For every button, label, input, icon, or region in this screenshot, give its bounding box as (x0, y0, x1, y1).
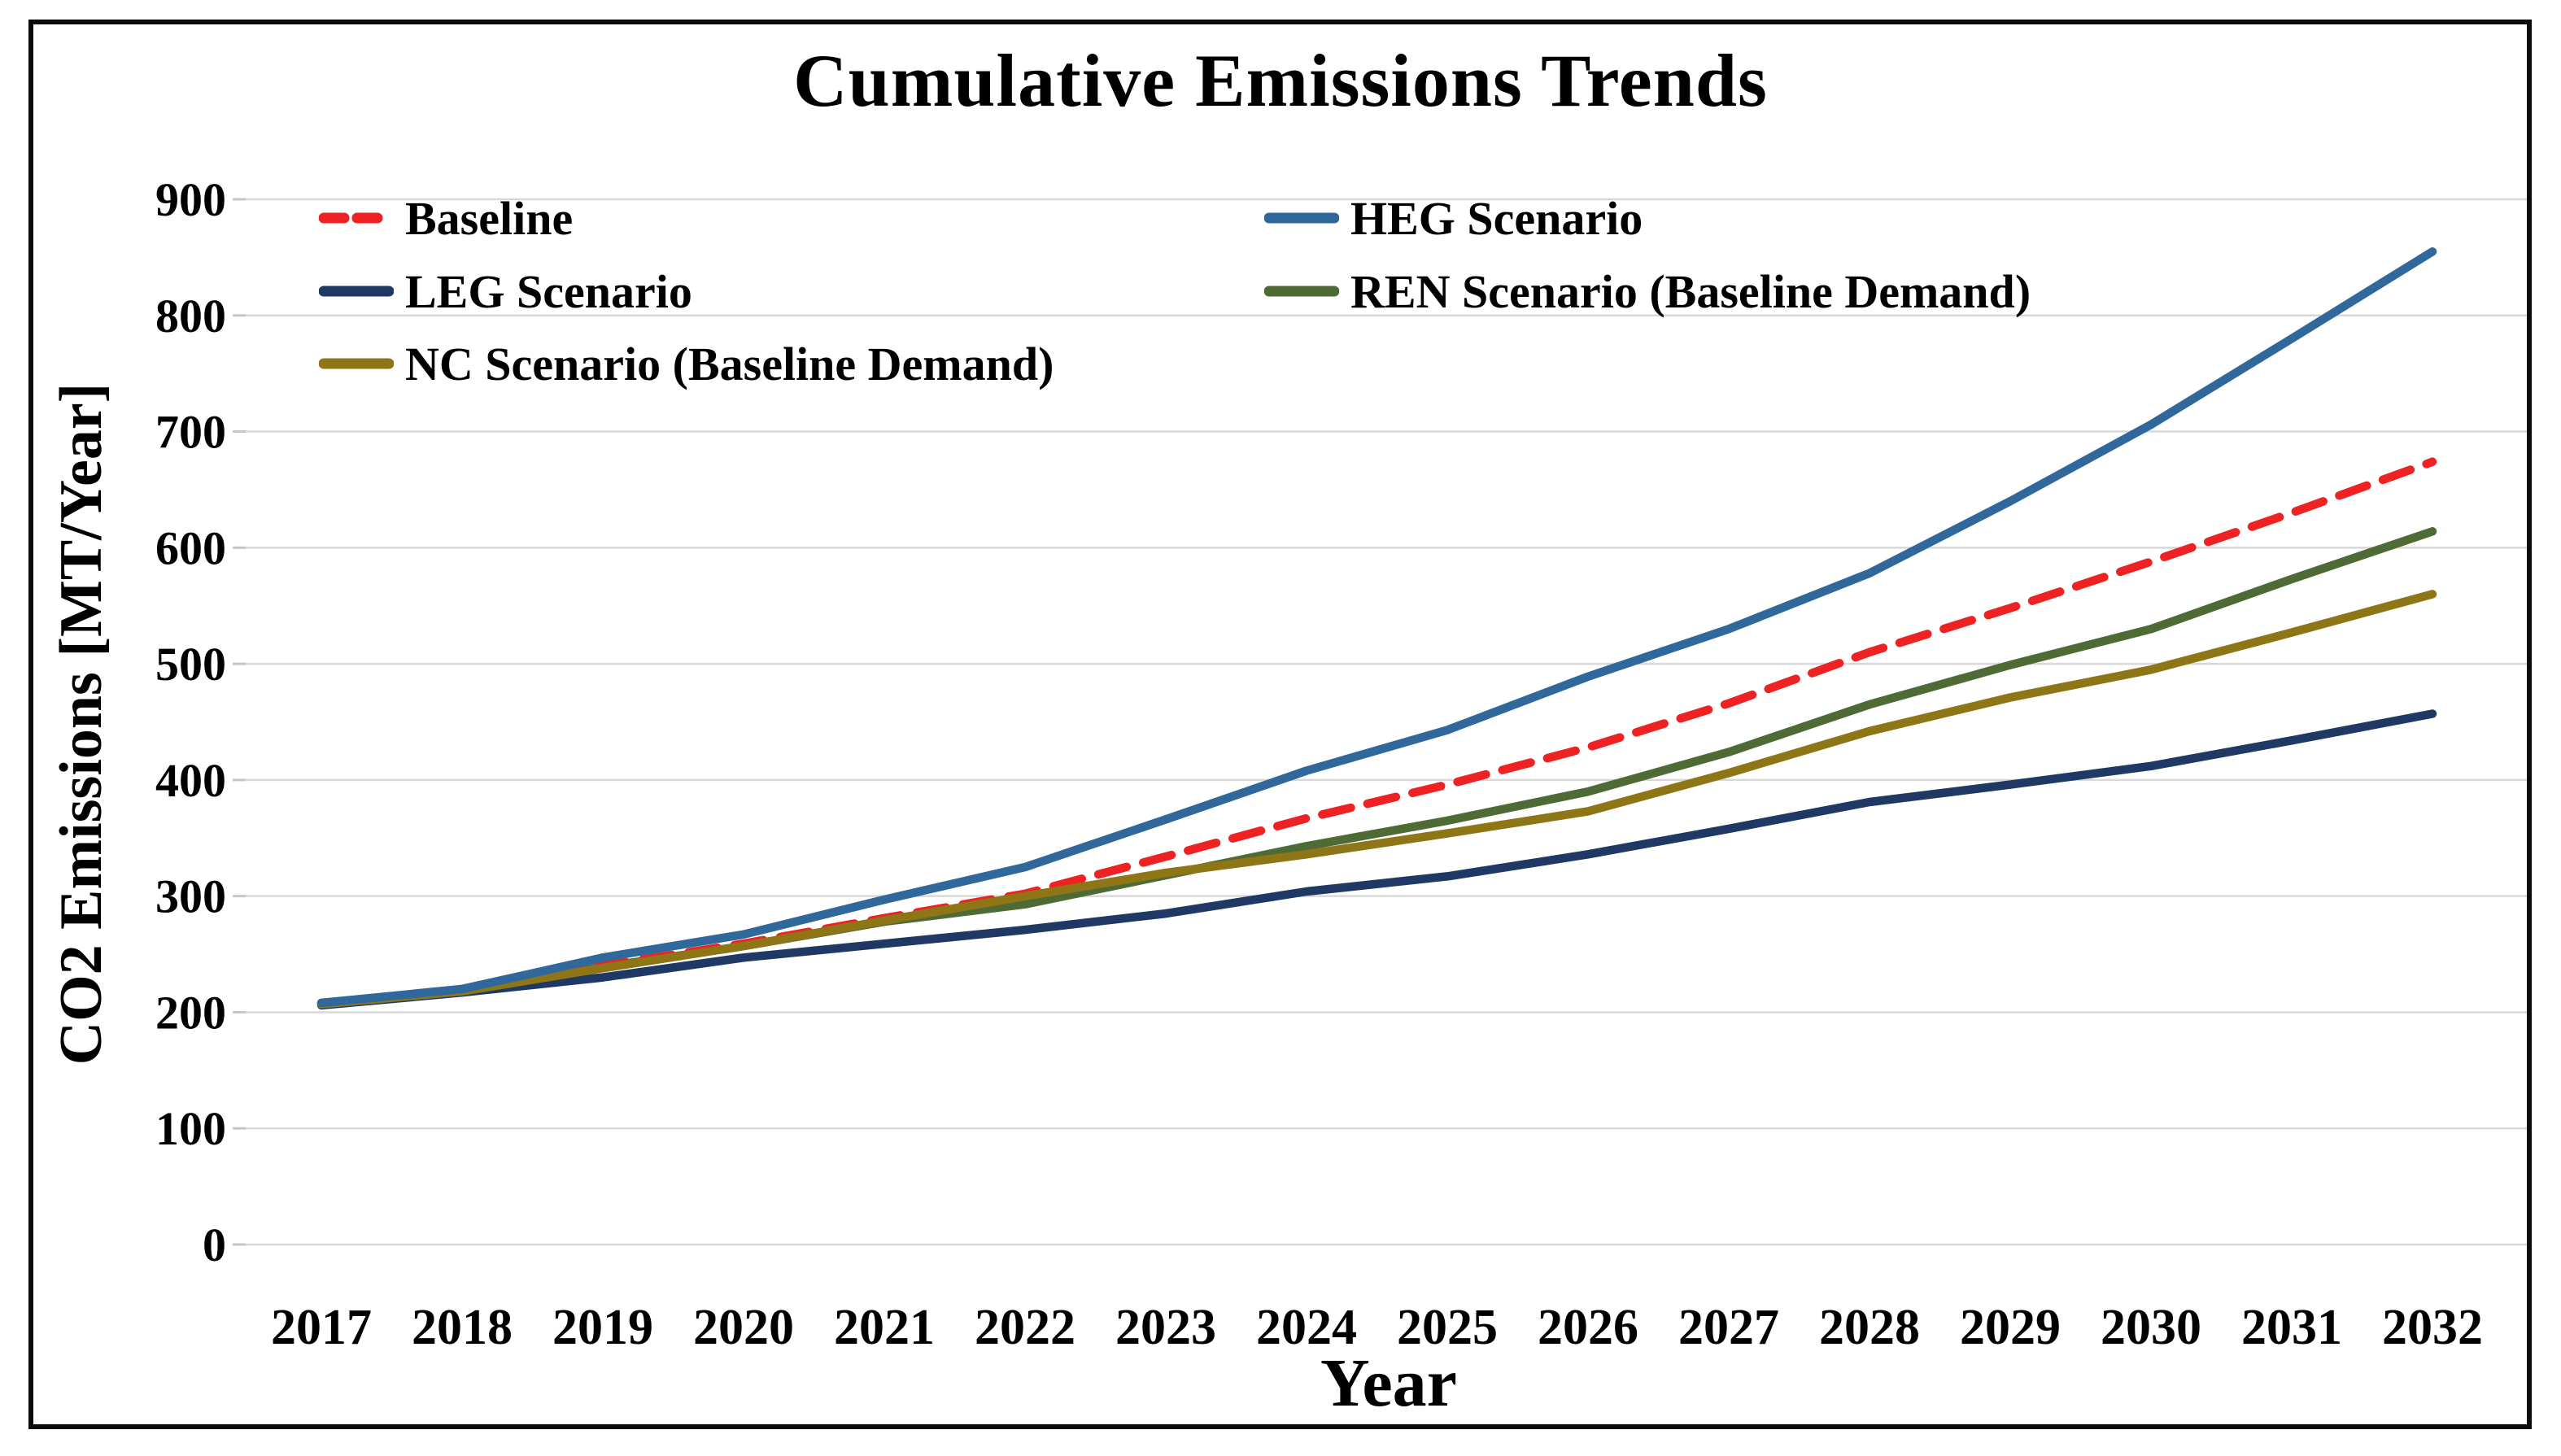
legend-label-heg: HEG Scenario (1350, 191, 1643, 245)
y-tick-label-900: 900 (155, 173, 226, 226)
x-tick-label-2031: 2031 (2241, 1300, 2342, 1355)
chart-title: Cumulative Emissions Trends (793, 39, 1768, 122)
legend-label-baseline: Baseline (405, 191, 574, 245)
x-tick-label-2023: 2023 (1115, 1300, 1216, 1355)
legend-item-ren: REN Scenario (Baseline Demand) (1264, 254, 2031, 329)
x-tick-label-2022: 2022 (975, 1300, 1075, 1355)
y-tick-label-400: 400 (155, 754, 226, 807)
series-line-heg (316, 247, 2437, 1008)
x-tick-label-2032: 2032 (2382, 1300, 2483, 1355)
x-axis-title: Year (1320, 1345, 1457, 1421)
y-tick-label-700: 700 (155, 406, 226, 459)
legend-item-leg: LEG Scenario (319, 254, 692, 329)
series-line-nc (316, 590, 2437, 1009)
x-tick-label-2024: 2024 (1256, 1300, 1357, 1355)
y-tick-label-300: 300 (155, 870, 226, 923)
y-tick-label-800: 800 (155, 290, 226, 342)
baseline-dashed-line-icon (319, 212, 394, 224)
y-tick-label-0: 0 (203, 1218, 226, 1271)
legend-item-nc: NC Scenario (Baseline Demand) (319, 326, 1054, 401)
x-tick-label-2026: 2026 (1538, 1300, 1638, 1355)
leg-line-icon (319, 286, 394, 297)
y-tick-label-500: 500 (155, 638, 226, 691)
legend-label-nc: NC Scenario (Baseline Demand) (405, 337, 1054, 390)
series-line-leg (316, 709, 2437, 1010)
ren-line-icon (1264, 286, 1339, 297)
y-tick-label-600: 600 (155, 521, 226, 574)
x-tick-label-2018: 2018 (412, 1300, 513, 1355)
y-tick-label-200: 200 (155, 986, 226, 1039)
heg-line-icon (1264, 212, 1339, 224)
x-tick-label-2027: 2027 (1678, 1300, 1779, 1355)
x-tick-label-2030: 2030 (2101, 1300, 2201, 1355)
x-tick-label-2020: 2020 (693, 1300, 794, 1355)
legend-label-leg: LEG Scenario (405, 264, 692, 318)
y-tick-label-100: 100 (155, 1102, 226, 1155)
x-tick-label-2025: 2025 (1397, 1300, 1498, 1355)
legend-item-heg: HEG Scenario (1264, 181, 1643, 255)
nc-line-icon (319, 358, 394, 369)
x-tick-label-2017: 2017 (271, 1300, 372, 1355)
y-axis-title: CO2 Emissions [MT/Year] (48, 382, 115, 1066)
x-tick-label-2029: 2029 (1960, 1300, 2061, 1355)
x-tick-label-2021: 2021 (834, 1300, 935, 1355)
legend-label-ren: REN Scenario (Baseline Demand) (1350, 264, 2031, 318)
x-tick-label-2028: 2028 (1819, 1300, 1920, 1355)
series-line-baseline (316, 457, 2437, 1008)
legend-item-baseline: Baseline (319, 181, 573, 255)
x-tick-label-2019: 2019 (552, 1300, 653, 1355)
